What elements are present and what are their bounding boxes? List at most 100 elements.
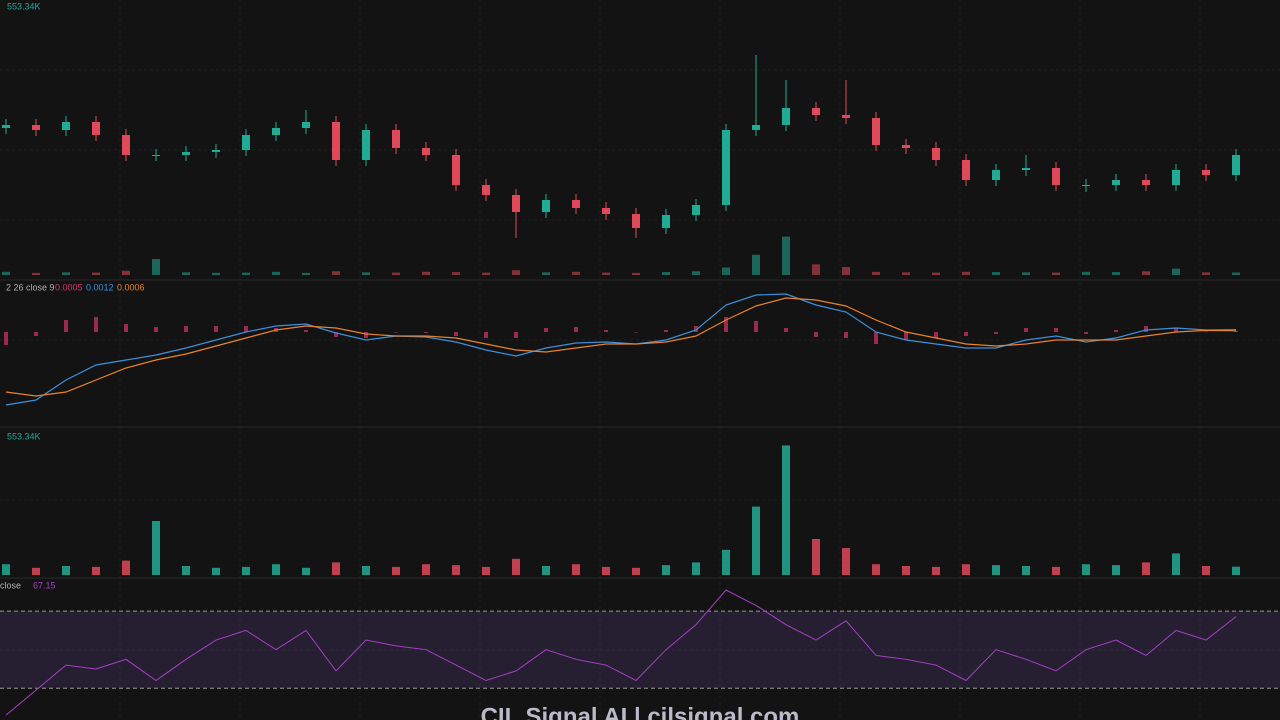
volume-bar — [1232, 566, 1240, 575]
volume-bar — [242, 566, 250, 575]
volume-bar — [392, 272, 400, 275]
volume-bar — [332, 271, 340, 275]
volume-bar — [902, 272, 910, 275]
volume-bar — [1232, 272, 1240, 275]
candle-body — [722, 130, 730, 205]
candle-body — [272, 128, 280, 135]
volume-bar — [572, 271, 580, 275]
histogram-bar — [694, 326, 698, 332]
histogram-bar — [784, 328, 788, 332]
volume-bar — [872, 271, 880, 275]
volume-bar — [32, 567, 40, 575]
volume-bar — [392, 566, 400, 575]
candle-body — [992, 170, 1000, 180]
histogram-bar — [844, 332, 848, 338]
volume-bar — [752, 254, 760, 275]
histogram-bar — [184, 326, 188, 332]
histogram-bar — [994, 332, 998, 334]
volume-bar — [212, 272, 220, 275]
histogram-bar — [34, 332, 38, 336]
candle-body — [2, 125, 10, 128]
candle-body — [962, 160, 970, 180]
volume-bar — [1082, 271, 1090, 275]
volume-bar — [32, 272, 40, 275]
volume-bar — [272, 564, 280, 575]
candle-body — [302, 122, 310, 128]
rsi-line — [5, 589, 1237, 716]
volume-bar — [902, 566, 910, 575]
candle-body — [782, 108, 790, 125]
volume-bar — [812, 539, 820, 575]
volume-bar — [692, 271, 700, 275]
candle-body — [842, 115, 850, 118]
signal-line — [5, 297, 1237, 397]
volume-bar — [62, 566, 70, 575]
volume-bar — [1112, 565, 1120, 575]
histogram-bar — [1174, 328, 1178, 332]
volume-bar — [692, 562, 700, 575]
volume-bar — [842, 548, 850, 575]
histogram-bar — [814, 332, 818, 337]
volume-bar — [2, 271, 10, 275]
volume-bar — [722, 267, 730, 275]
candle-body — [152, 155, 160, 156]
candle-body — [752, 125, 760, 130]
volume-bar — [782, 236, 790, 275]
histogram-bar — [934, 332, 938, 338]
volume-bar — [2, 564, 10, 575]
volume-bar — [152, 521, 160, 575]
histogram-bar — [334, 332, 338, 337]
macd-label: 2 26 close 9 — [6, 282, 55, 292]
volume-bar — [542, 566, 550, 575]
candle-body — [812, 108, 820, 115]
volume-bar — [1142, 271, 1150, 275]
volume-bar — [962, 564, 970, 575]
volume-bar — [1022, 566, 1030, 575]
volume-bar — [662, 565, 670, 575]
candle-body — [1112, 180, 1120, 185]
histogram-bar — [214, 326, 218, 332]
candle-body — [182, 152, 190, 155]
volume-bar — [1022, 272, 1030, 275]
candle-body — [1172, 170, 1180, 185]
histogram-bar — [1144, 326, 1148, 332]
histogram-bar — [424, 332, 428, 333]
plot-area — [0, 55, 1280, 716]
histogram-bar — [604, 330, 608, 332]
candle-body — [332, 122, 340, 160]
volume-bar — [92, 566, 100, 575]
histogram-bar — [904, 332, 908, 340]
rsi-value: 67.15 — [33, 580, 56, 590]
volume-bar — [302, 567, 310, 575]
candle-body — [692, 205, 700, 215]
histogram-bar — [754, 321, 758, 332]
candle-body — [1202, 170, 1210, 175]
volume-bar — [152, 259, 160, 275]
histogram-bar — [514, 332, 518, 338]
candle-body — [392, 130, 400, 148]
candle-body — [932, 148, 940, 160]
candle-body — [1142, 180, 1150, 185]
volume-bar — [512, 270, 520, 275]
volume-bar — [452, 272, 460, 275]
volume-bar — [842, 267, 850, 275]
rsi-label: close — [0, 580, 21, 590]
volume-bar — [662, 272, 670, 275]
candle-body — [1022, 168, 1030, 170]
volume-bar — [422, 564, 430, 575]
histogram-bar — [1024, 328, 1028, 332]
histogram-bar — [4, 332, 8, 345]
candle-body — [452, 155, 460, 185]
candle-body — [632, 214, 640, 228]
volume-bar — [362, 566, 370, 575]
volume-bar — [992, 565, 1000, 575]
candle-body — [872, 118, 880, 145]
volume-bar — [62, 272, 70, 275]
histogram-bar — [94, 317, 98, 332]
volume-bar — [932, 272, 940, 275]
volume-bar — [182, 566, 190, 575]
candle-body — [422, 148, 430, 155]
candle-body — [1052, 168, 1060, 185]
histogram-bar — [244, 326, 248, 332]
